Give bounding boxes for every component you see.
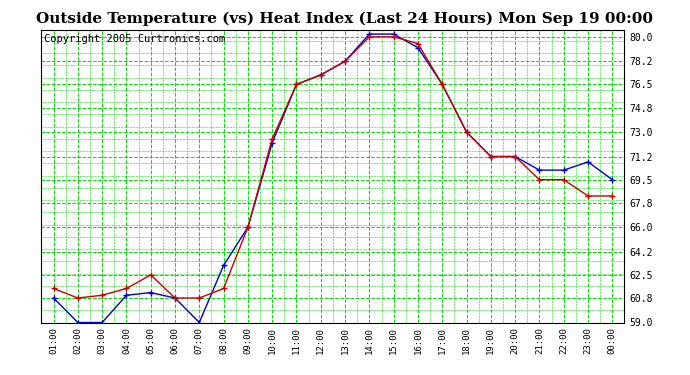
Text: Outside Temperature (vs) Heat Index (Last 24 Hours) Mon Sep 19 00:00: Outside Temperature (vs) Heat Index (Las… [37, 11, 653, 26]
Text: Copyright 2005 Curtronics.com: Copyright 2005 Curtronics.com [44, 34, 226, 44]
